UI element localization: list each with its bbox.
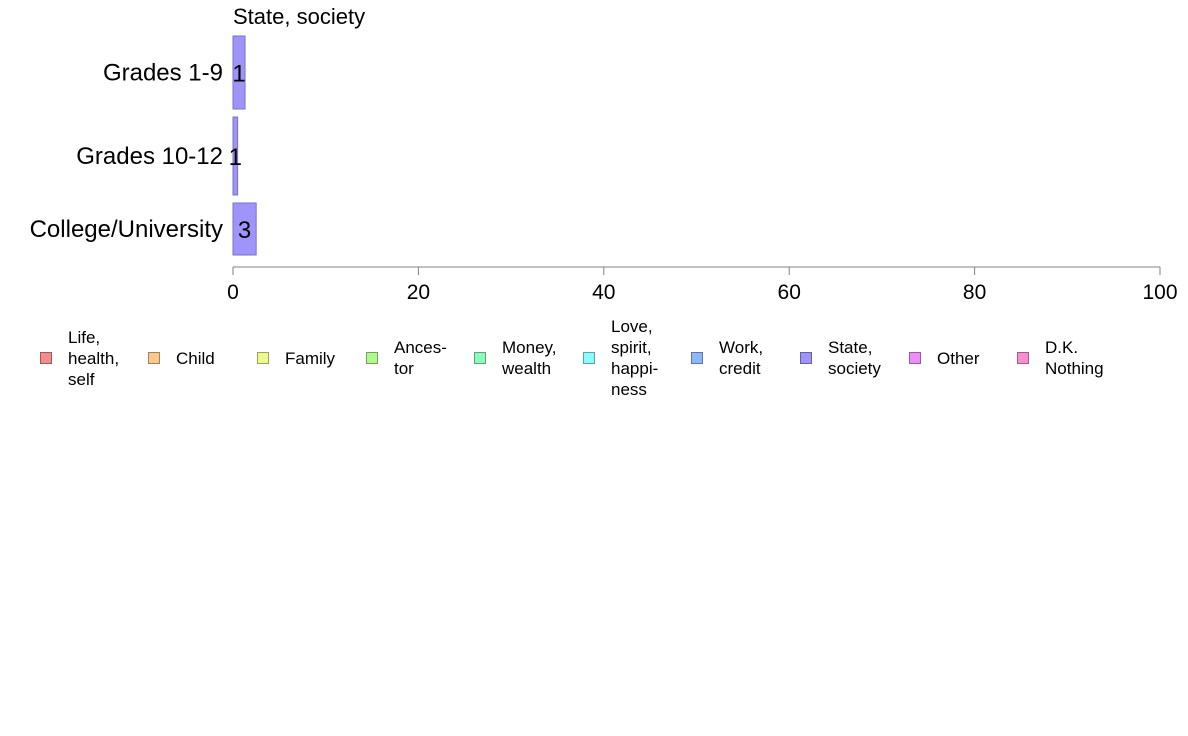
data-label: 1 — [229, 144, 242, 171]
x-tick-label: 80 — [963, 281, 986, 304]
legend-swatch — [366, 352, 378, 364]
legend-label: State, society — [828, 338, 881, 378]
category-label: Grades 1-9 — [103, 60, 223, 87]
legend-label: D.K. Nothing — [1045, 338, 1104, 378]
legend-swatch — [257, 352, 269, 364]
legend-swatch — [40, 352, 52, 364]
legend-item: Other — [909, 348, 980, 369]
chart-title: State, society — [233, 4, 365, 29]
legend-label: Family — [285, 348, 336, 368]
legend-swatch — [691, 352, 703, 364]
x-tick-label: 20 — [407, 281, 430, 304]
x-axis: 0 20 40 60 80 100 — [227, 266, 1178, 304]
data-label: 1 — [232, 61, 245, 88]
legend-item: Ances- tor — [366, 337, 447, 379]
legend-label: Work, credit — [719, 338, 764, 378]
legend-item: D.K. Nothing — [1017, 337, 1104, 379]
bar — [232, 116, 239, 196]
x-tick-label: 40 — [592, 281, 615, 304]
legend-swatch — [909, 352, 921, 364]
legend: Life, health, self Child Family Ances- tor M… — [0, 316, 1188, 406]
legend-label: Child — [176, 348, 215, 368]
legend-swatch — [1017, 352, 1029, 364]
legend-label: Ances- tor — [394, 338, 447, 378]
data-label: 3 — [238, 217, 251, 244]
x-tick-label: 60 — [778, 281, 801, 304]
legend-swatch — [800, 352, 812, 364]
legend-label: Love, spirit, happi- ness — [611, 317, 659, 399]
legend-swatch — [474, 352, 486, 364]
x-tick-label: 0 — [227, 281, 239, 304]
bar — [232, 202, 257, 256]
bar — [232, 35, 246, 110]
category-label: College/University — [30, 216, 223, 243]
legend-label: Other — [937, 348, 980, 368]
legend-swatch — [148, 352, 160, 364]
legend-item: Life, health, self — [40, 327, 119, 390]
legend-item: State, society — [800, 337, 881, 379]
legend-item: Family — [257, 348, 335, 369]
x-tick-label: 100 — [1142, 281, 1177, 304]
category-label: Grades 10-12 — [76, 143, 223, 170]
legend-swatch — [583, 352, 595, 364]
legend-item: Work, credit — [691, 337, 763, 379]
legend-item: Love, spirit, happi- ness — [583, 316, 658, 400]
legend-item: Child — [148, 348, 215, 369]
legend-item: Money, wealth — [474, 337, 557, 379]
legend-label: Money, wealth — [502, 338, 557, 378]
legend-label: Life, health, self — [68, 327, 120, 389]
